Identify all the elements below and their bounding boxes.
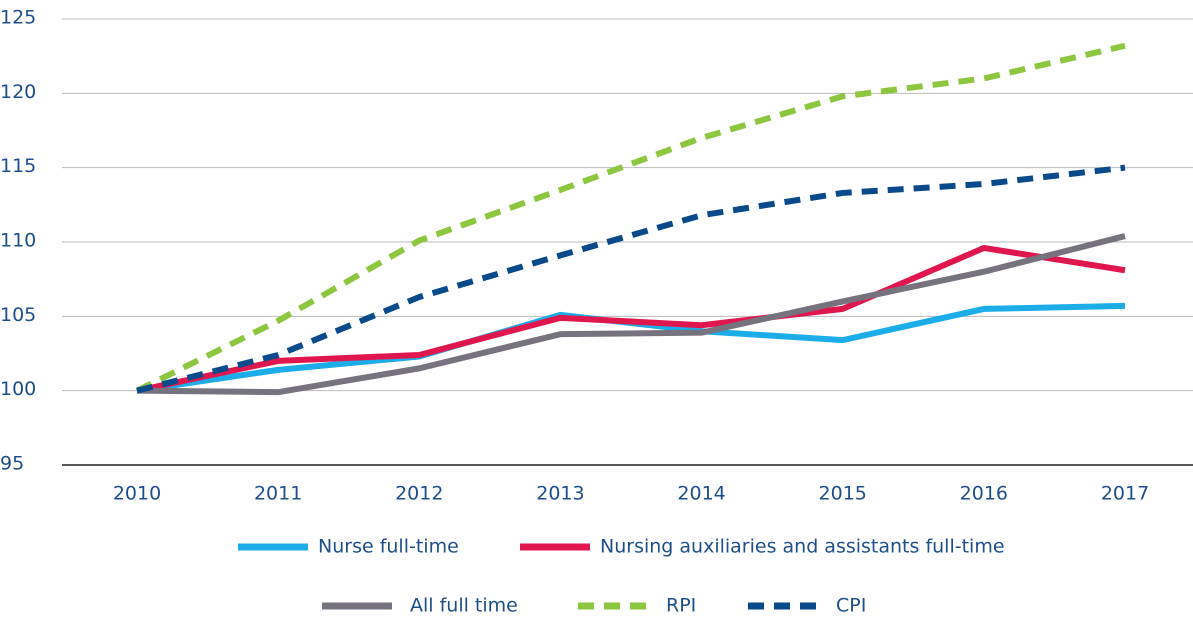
x-tick-label: 2012 <box>395 483 443 505</box>
x-tick-label: 2015 <box>819 483 867 505</box>
legend-label: CPI <box>836 595 866 617</box>
legend-label: Nurse full-time <box>318 536 459 558</box>
y-tick-label: 115 <box>0 155 36 177</box>
x-tick-label: 2010 <box>113 483 161 505</box>
y-tick-label: 125 <box>0 7 36 29</box>
x-tick-label: 2013 <box>536 483 584 505</box>
x-tick-label: 2014 <box>677 483 725 505</box>
y-tick-label: 100 <box>0 378 36 400</box>
y-tick-label: 95 <box>0 453 24 475</box>
y-tick-label: 110 <box>0 230 36 252</box>
x-tick-label: 2017 <box>1101 483 1149 505</box>
legend-label: All full time <box>410 595 518 617</box>
x-tick-label: 2011 <box>254 483 302 505</box>
x-tick-label: 2016 <box>960 483 1008 505</box>
series-line <box>135 42 1126 394</box>
legend-label: Nursing auxiliaries and assistants full-… <box>600 536 1005 558</box>
y-tick-label: 105 <box>0 304 36 326</box>
series-line <box>136 244 1126 394</box>
y-tick-label: 120 <box>0 81 36 103</box>
legend-label: RPI <box>666 595 696 617</box>
series-line <box>136 233 1126 396</box>
series-line <box>136 164 1126 394</box>
